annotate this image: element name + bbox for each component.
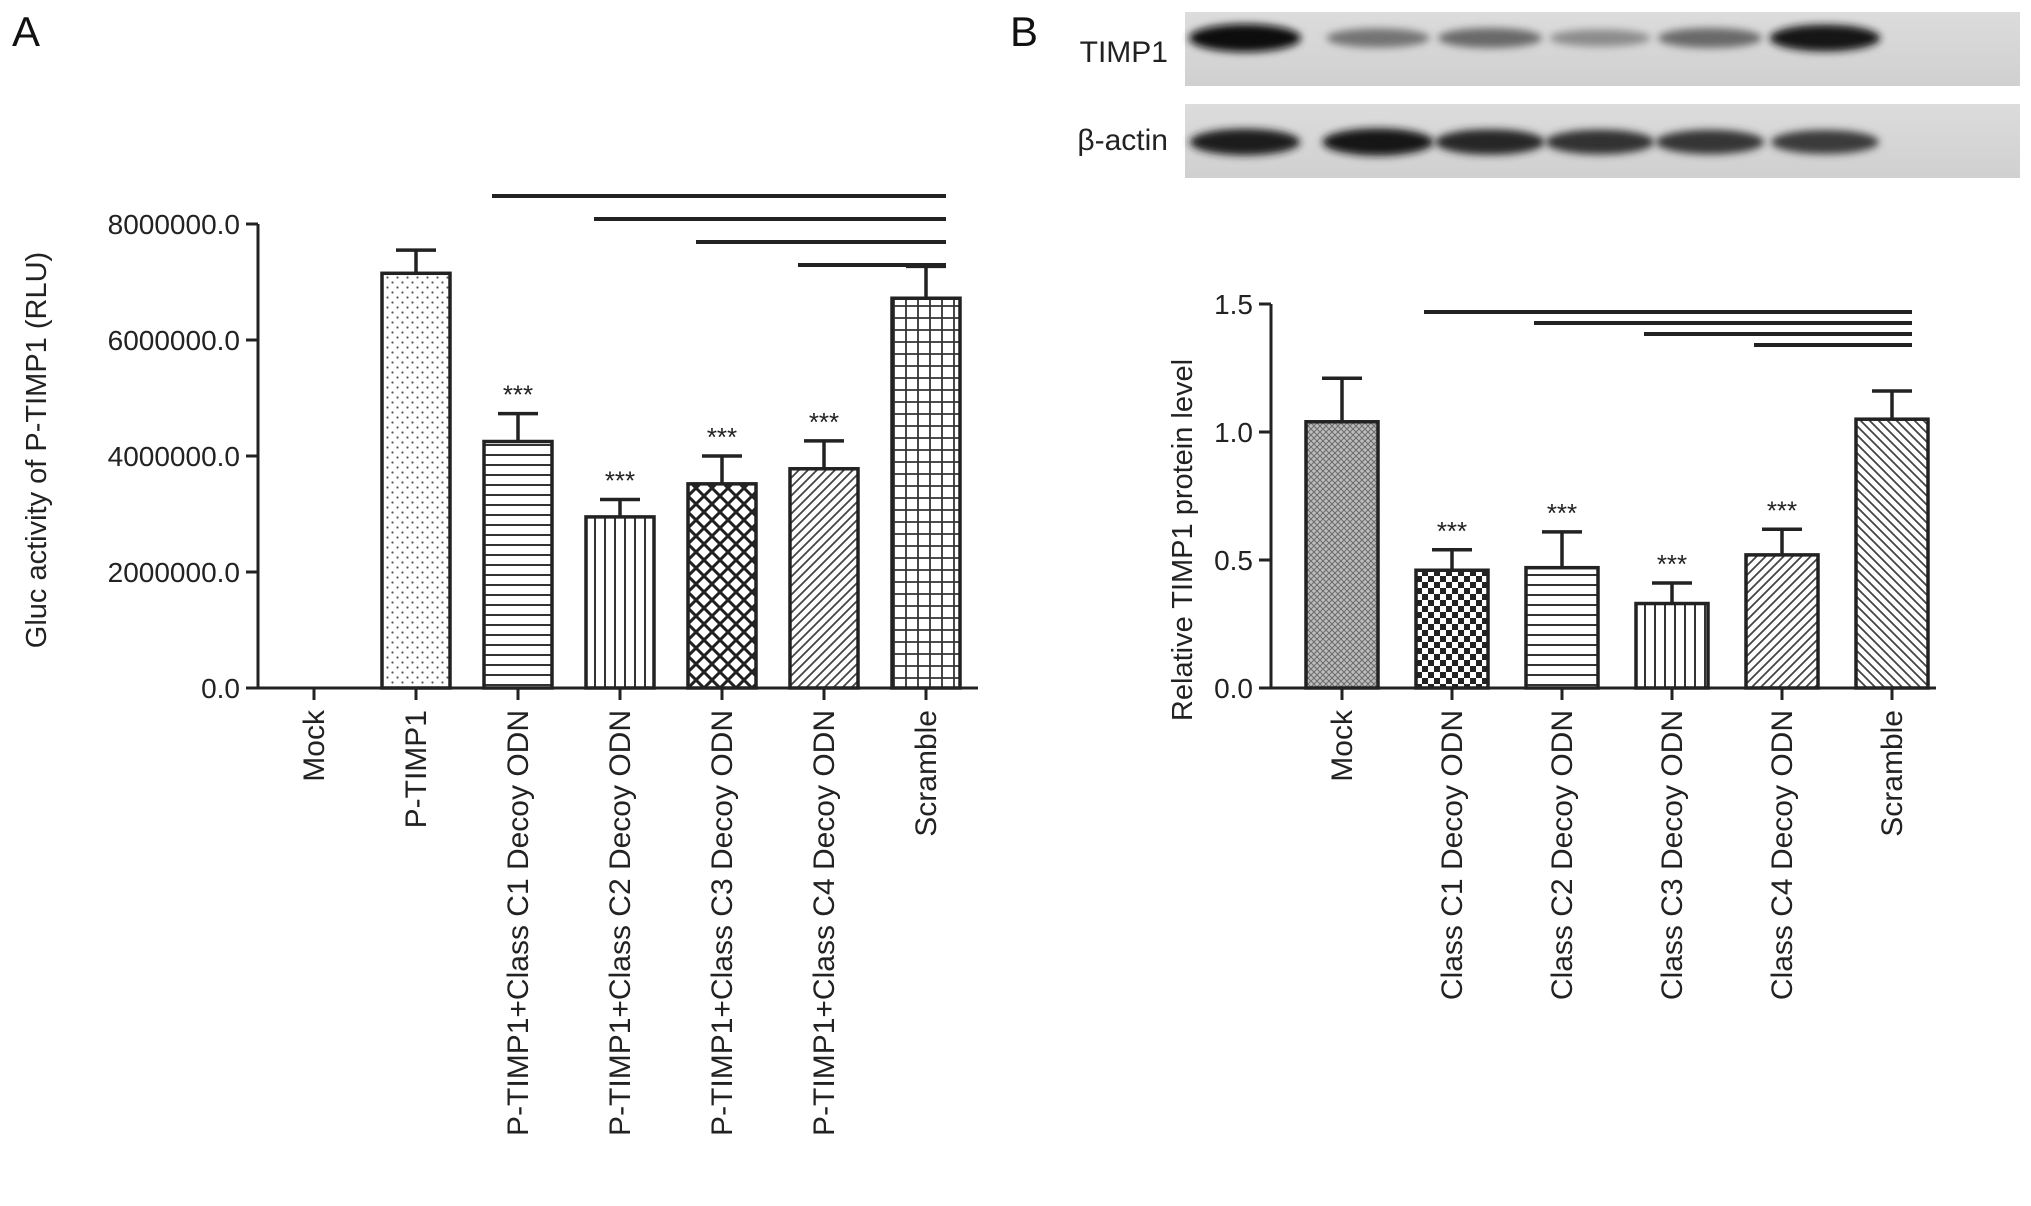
blot-band-timp1-4 xyxy=(1549,29,1651,47)
chart-a-category-label: Scramble xyxy=(910,710,943,837)
blot-band-beta-actin-5 xyxy=(1655,129,1765,155)
chart-a-bar xyxy=(686,482,758,690)
chart-b-category-label: Mock xyxy=(1326,709,1359,782)
chart-a-category-label: P-TIMP1+Class C2 Decoy ODN xyxy=(604,710,637,1136)
blot-band-timp1-5 xyxy=(1658,28,1762,48)
chart-b-bar xyxy=(1634,601,1710,690)
blot-strip-timp1 xyxy=(1185,12,2020,86)
blot-band-beta-actin-3 xyxy=(1435,129,1545,155)
chart-a-ylabel: Gluc activity of P-TIMP1 (RLU) xyxy=(21,252,53,648)
chart-b-significance-label: *** xyxy=(1767,495,1797,525)
chart-b-category-label: Class C3 Decoy ODN xyxy=(1656,710,1689,1000)
chart-b-significance-label: *** xyxy=(1437,516,1467,546)
chart-b-bar xyxy=(1744,553,1820,690)
blot-band-timp1-3 xyxy=(1438,28,1542,48)
chart-a-category-label: Mock xyxy=(298,709,331,782)
chart-b-significance-label: *** xyxy=(1657,549,1687,579)
chart-a-bar xyxy=(380,271,452,690)
blot-band-timp1-2 xyxy=(1326,28,1430,48)
chart-a-y-tick-label: 0.0 xyxy=(201,673,240,704)
chart-b-bar xyxy=(1854,417,1930,690)
chart-b: Relative TIMP1 protein level 0.0 0.5 1.0 1.… xyxy=(1167,289,1936,1000)
chart-a-y-tick-label: 4000000.0 xyxy=(108,441,240,472)
chart-a-y-tick-label: 8000000.0 xyxy=(108,209,240,240)
chart-b-y-tick-label: 0.5 xyxy=(1214,545,1253,576)
chart-b-bar xyxy=(1414,568,1490,690)
blot-band-beta-actin-4 xyxy=(1545,129,1655,155)
chart-a: Gluc activity of P-TIMP1 (RLU) 0.0 200000… xyxy=(21,194,978,1136)
panel-letter-a: A xyxy=(12,8,40,55)
chart-a-bar xyxy=(788,467,860,690)
chart-a-y-tick-label: 2000000.0 xyxy=(108,557,240,588)
blot-band-beta-actin-2 xyxy=(1322,128,1434,156)
chart-a-significance-label: *** xyxy=(605,466,635,496)
chart-b-category-label: Class C4 Decoy ODN xyxy=(1766,710,1799,1000)
blot-label-timp1: TIMP1 xyxy=(1080,36,1168,69)
chart-b-y-tick-label: 1.5 xyxy=(1214,289,1253,320)
panel-letter-b: B xyxy=(1010,8,1038,55)
chart-b-category-label: Class C2 Decoy ODN xyxy=(1546,710,1579,1000)
chart-a-significance-label: *** xyxy=(707,422,737,452)
chart-b-bar xyxy=(1524,565,1600,690)
chart-b-category-label: Scramble xyxy=(1876,710,1909,837)
blot-band-beta-actin-1 xyxy=(1189,128,1301,156)
blot-band-beta-actin-6 xyxy=(1771,130,1879,154)
chart-a-significance-label: *** xyxy=(809,407,839,437)
chart-a-category-label: P-TIMP1 xyxy=(400,710,433,828)
chart-a-y-tick-label: 6000000.0 xyxy=(108,325,240,356)
chart-b-y-tick-label: 1.0 xyxy=(1214,417,1253,448)
blot-band-timp1-6 xyxy=(1769,24,1881,52)
western-blot: TIMP1 β-actin xyxy=(1077,12,2020,178)
chart-a-category-label: P-TIMP1+Class C4 Decoy ODN xyxy=(808,710,841,1136)
chart-b-category-label: Class C1 Decoy ODN xyxy=(1436,710,1469,1000)
chart-a-bar xyxy=(482,439,554,690)
chart-b-bar xyxy=(1304,420,1380,690)
chart-a-bar xyxy=(584,515,656,690)
chart-a-significance-label: *** xyxy=(503,380,533,410)
chart-a-bar xyxy=(890,296,962,690)
chart-b-y-tick-label: 0.0 xyxy=(1214,673,1253,704)
chart-a-category-label: P-TIMP1+Class C1 Decoy ODN xyxy=(502,710,535,1136)
chart-b-significance-label: *** xyxy=(1547,498,1577,528)
chart-a-category-label: P-TIMP1+Class C3 Decoy ODN xyxy=(706,710,739,1136)
blot-label-beta-actin: β-actin xyxy=(1077,124,1168,157)
blot-band-timp1-1 xyxy=(1189,24,1301,52)
chart-b-ylabel: Relative TIMP1 protein level xyxy=(1167,359,1199,721)
